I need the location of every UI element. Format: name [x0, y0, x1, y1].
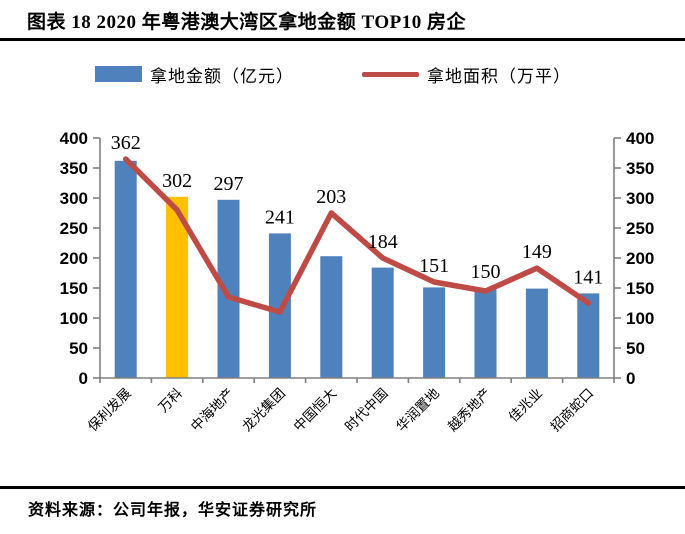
y-tick-label-right: 50	[626, 339, 645, 358]
bar-value-label: 241	[265, 206, 295, 228]
x-category-label: 华润置地	[393, 385, 442, 434]
y-tick-label-right: 250	[626, 219, 654, 238]
y-tick-label-right: 300	[626, 189, 654, 208]
x-category-label: 龙光集团	[239, 386, 288, 435]
x-category-label: 时代中国	[342, 386, 391, 435]
legend-bar-swatch	[95, 66, 142, 82]
y-tick-label-left: 350	[60, 159, 88, 178]
bar-value-label: 203	[316, 186, 346, 208]
y-tick-label-right: 150	[626, 279, 654, 298]
x-category-label: 中海地产	[188, 386, 237, 435]
bar-value-label: 184	[368, 231, 398, 253]
bar-value-label: 150	[471, 261, 501, 283]
x-category-label: 佳兆业	[506, 386, 545, 425]
bar	[423, 287, 446, 378]
y-tick-label-left: 50	[69, 339, 88, 358]
bar-value-label: 151	[419, 255, 449, 277]
legend-bar-label: 拿地金额（亿元）	[150, 66, 294, 86]
legend-line-label: 拿地面积（万平）	[427, 66, 571, 86]
bar-highlighted	[166, 196, 189, 378]
bar	[268, 233, 291, 378]
y-tick-label-left: 0	[79, 369, 88, 388]
y-tick-label-left: 150	[60, 279, 88, 298]
x-category-label: 万科	[156, 385, 186, 415]
trend-line	[122, 156, 592, 315]
legend-line-swatch	[362, 71, 419, 77]
bar-value-label: 297	[214, 173, 244, 195]
y-tick-label-right: 350	[626, 159, 654, 178]
bar-value-label: 149	[522, 241, 552, 263]
y-tick-label-left: 200	[60, 249, 88, 268]
bar-value-label: 141	[573, 266, 603, 288]
combo-chart: 0 0 50 50 100 100 150 150 200 200 250 250 300 300 350 3…	[60, 129, 655, 435]
bar	[525, 288, 548, 378]
bar	[217, 199, 240, 378]
x-category-label: 保利发展	[85, 386, 134, 435]
chart-legend: 拿地金额（亿元） 拿地面积（万平）	[95, 61, 571, 87]
y-tick-label-left: 250	[60, 219, 88, 238]
title-divider	[0, 38, 685, 41]
bar	[114, 160, 137, 378]
x-category-label: 招商蛇口	[548, 386, 597, 435]
source-note: 资料来源：公司年报，华安证券研究所	[28, 502, 318, 519]
y-tick-label-right: 400	[626, 129, 654, 148]
bar	[371, 267, 394, 378]
figure-title: 图表 18 2020 年粤港澳大湾区拿地金额 TOP10 房企	[27, 12, 466, 33]
bar	[577, 293, 600, 378]
y-tick-label-left: 300	[60, 189, 88, 208]
x-category-label: 中国恒大	[291, 386, 340, 435]
y-tick-label-left: 100	[60, 309, 88, 328]
x-category-label: 越秀地产	[445, 386, 494, 435]
y-tick-label-right: 0	[626, 369, 635, 388]
source-divider	[0, 486, 685, 489]
bar-value-label: 302	[162, 170, 192, 192]
bar	[320, 256, 343, 378]
y-tick-label-right: 200	[626, 249, 654, 268]
bar-value-label: 362	[111, 132, 141, 154]
bar	[474, 288, 497, 378]
y-tick-label-left: 400	[60, 129, 88, 148]
y-tick-label-right: 100	[626, 309, 654, 328]
